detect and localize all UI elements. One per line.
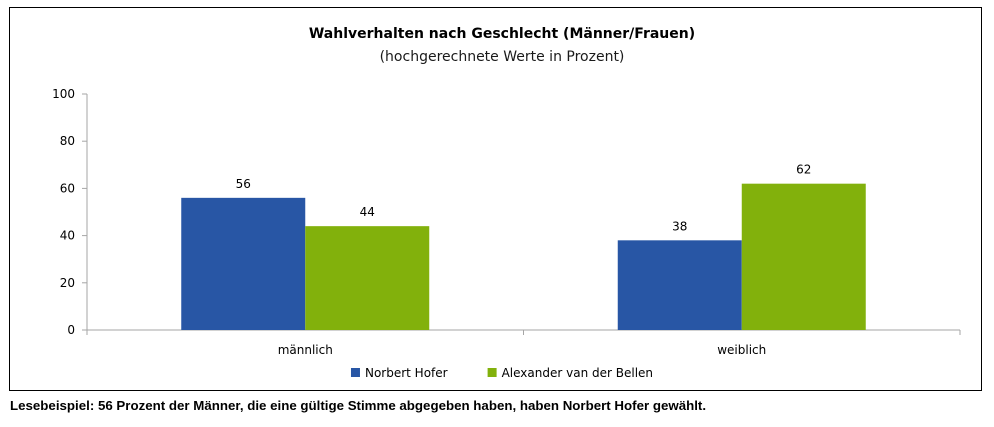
chart-frame: Wahlverhalten nach Geschlecht (Männer/Fr… (9, 7, 982, 391)
bar (305, 226, 430, 330)
chart-subtitle: (hochgerechnete Werte in Prozent) (380, 49, 625, 65)
reading-example-caption: Lesebeispiel: 56 Prozent der Männer, die… (10, 398, 707, 413)
legend-swatch (487, 368, 497, 377)
bars (181, 183, 866, 330)
bar (741, 183, 866, 330)
y-tick-label: 60 (60, 181, 75, 195)
legend: Norbert Hofer Alexander van der Bellen (350, 366, 653, 380)
legend-label: Norbert Hofer (365, 366, 448, 380)
category-label: weiblich (717, 343, 766, 357)
category-label: männlich (278, 343, 333, 357)
y-tick-label: 0 (67, 323, 75, 337)
bar-chart: Wahlverhalten nach Geschlecht (Männer/Fr… (52, 26, 961, 380)
y-tick-label: 40 (60, 229, 75, 243)
legend-label: Alexander van der Bellen (502, 366, 653, 380)
legend-item: Alexander van der Bellen (487, 366, 653, 380)
legend-item: Norbert Hofer (350, 366, 448, 380)
bar (181, 197, 306, 330)
bar-value-label: 44 (360, 205, 375, 219)
y-tick-label: 100 (52, 87, 75, 101)
data-labels: 56 44 38 62 (236, 163, 812, 234)
chart-title: Wahlverhalten nach Geschlecht (Männer/Fr… (309, 26, 695, 42)
bar-value-label: 56 (236, 177, 251, 191)
legend-swatch (350, 368, 360, 377)
y-tick-label: 20 (60, 276, 75, 290)
bar (617, 240, 742, 330)
y-tick-label: 80 (60, 134, 75, 148)
bar-value-label: 38 (672, 219, 687, 233)
bar-value-label: 62 (796, 163, 811, 177)
